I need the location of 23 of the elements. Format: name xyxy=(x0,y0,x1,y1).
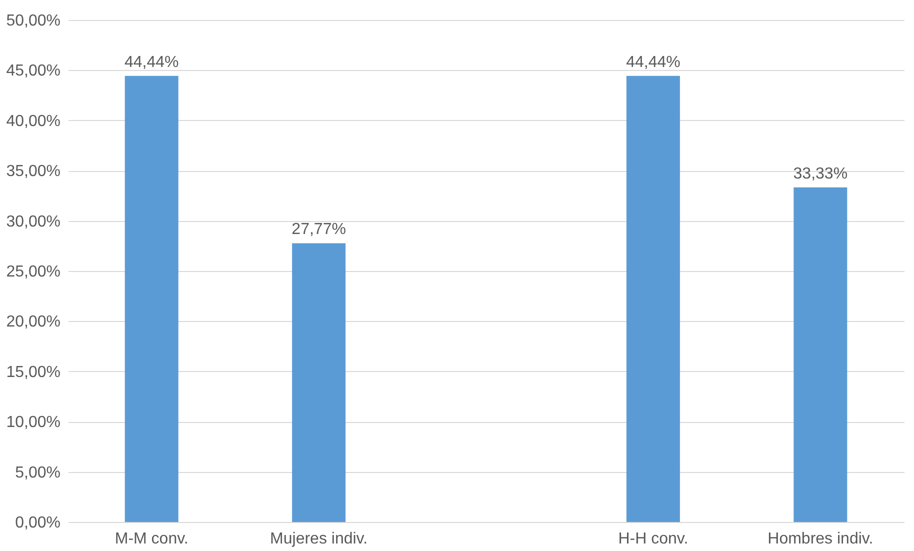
y-tick-label: 25,00% xyxy=(6,264,60,280)
y-tick-label: 20,00% xyxy=(6,314,60,331)
data-label: 27,77% xyxy=(292,221,346,238)
y-tick-label: 50,00% xyxy=(6,12,60,30)
x-tick-label: Hombres indiv. xyxy=(768,530,874,548)
data-label: 44,44% xyxy=(124,54,179,71)
y-tick-label: 10,00% xyxy=(6,414,60,432)
x-tick-label: M-M conv. xyxy=(114,530,188,548)
y-tick-label: 5,00% xyxy=(15,464,60,482)
x-tick-label: H-H conv. xyxy=(618,530,688,548)
y-tick-label: 15,00% xyxy=(6,364,60,381)
y-tick-label: 30,00% xyxy=(6,213,60,230)
y-tick-label: 0,00% xyxy=(15,514,60,532)
data-label: 33,33% xyxy=(793,165,848,182)
x-tick-label: Mujeres indiv. xyxy=(270,530,368,548)
bar xyxy=(794,187,848,522)
bar xyxy=(292,243,346,522)
y-tick-label: 35,00% xyxy=(6,163,60,180)
bar xyxy=(124,76,178,522)
y-tick-label: 40,00% xyxy=(6,112,60,130)
data-label: 44,44% xyxy=(626,54,680,71)
y-tick-label: 45,00% xyxy=(6,62,60,80)
bar xyxy=(626,76,680,522)
